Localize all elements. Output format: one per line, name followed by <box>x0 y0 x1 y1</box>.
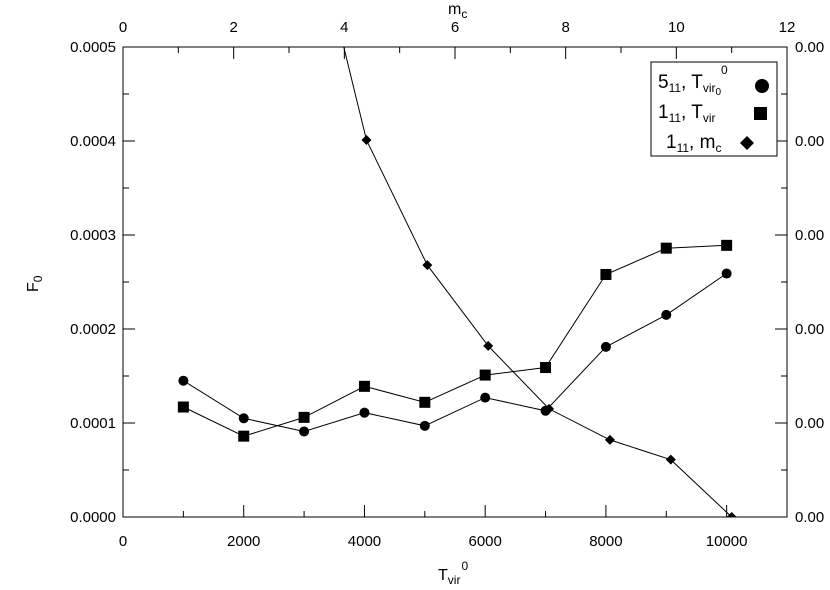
data-point-circle <box>238 413 249 424</box>
x-top-tick-label: 12 <box>779 19 796 36</box>
legend-label-0: 511, Tvir0 <box>658 72 722 98</box>
legend-0-main: 5 <box>658 72 669 93</box>
legend-1-mid: , T <box>681 102 703 123</box>
x-top-tick-label: 2 <box>229 19 237 36</box>
y-left-title-main: F <box>25 282 42 292</box>
data-point-diamond <box>726 512 737 517</box>
data-point-diamond <box>422 260 433 271</box>
y-left-tick-label: 0.0001 <box>70 415 116 432</box>
x-top-tick-label: 0 <box>119 19 127 36</box>
data-point-circle <box>299 426 310 437</box>
x-bottom-title-main: T <box>438 567 448 584</box>
legend-marker-square <box>754 107 767 120</box>
legend-1-sub2: vir <box>703 111 716 125</box>
data-point-diamond <box>483 340 494 351</box>
data-point-circle <box>178 375 189 386</box>
data-point-circle <box>721 268 732 279</box>
legend-2-sub2: c <box>715 141 721 155</box>
x-bottom-tick-label: 2000 <box>227 533 260 550</box>
x-tick-labels-top: 0 2 4 6 8 10 12 <box>119 19 796 36</box>
y-right-tick-label: 0.00 <box>795 133 824 150</box>
series-markers <box>177 135 737 517</box>
series-line-square <box>183 244 727 437</box>
y-right-tick-label: 0.00 <box>795 415 824 432</box>
x-tick-labels-bottom: 0 2000 4000 6000 8000 10000 <box>119 533 748 550</box>
data-point-diamond <box>604 434 615 445</box>
data-point-square <box>177 401 189 413</box>
x-top-tick-label: 8 <box>561 19 569 36</box>
legend: 511, Tvir0 0 111, Tvir 111, mc <box>650 61 778 157</box>
x-bottom-tick-label: 4000 <box>348 533 381 550</box>
data-point-square <box>600 268 612 280</box>
y-right-tick-label: 0.00 <box>795 227 824 244</box>
x-axis-bottom-title: Tvir0 <box>438 559 468 587</box>
x-bottom-tick-label: 10000 <box>706 533 748 550</box>
series-line-diamond <box>343 47 733 517</box>
legend-2-sub1: 11 <box>677 141 690 155</box>
data-point-square <box>419 396 431 408</box>
y-left-tick-label: 0.0005 <box>70 39 116 56</box>
legend-marker-circle <box>755 79 769 93</box>
series-line-circle <box>183 273 727 433</box>
x-top-tick-label: 4 <box>340 19 348 36</box>
x-top-title-sub: c <box>461 7 467 21</box>
data-point-circle <box>480 392 491 403</box>
x-top-title-main: m <box>448 1 461 18</box>
data-point-square <box>298 411 310 423</box>
data-point-square <box>721 239 733 251</box>
data-point-square <box>479 369 491 381</box>
y-axis-left-title: F0 <box>25 275 45 292</box>
y-tick-labels-left: 0.0000 0.0001 0.0002 0.0003 0.0004 0.0005 <box>70 39 116 526</box>
data-point-square <box>660 242 672 254</box>
y-left-tick-label: 0.0000 <box>70 509 116 526</box>
legend-label-2: 111, mc <box>666 132 721 155</box>
data-point-circle <box>419 420 430 431</box>
legend-marker-diamond <box>740 136 754 150</box>
y-right-tick-label: 0.00 <box>795 321 824 338</box>
legend-1-sub1: 11 <box>669 111 682 125</box>
x-top-tick-label: 10 <box>668 19 685 36</box>
legend-0-mid: , T <box>681 72 703 93</box>
x-bottom-tick-label: 6000 <box>468 533 501 550</box>
x-bottom-tick-label: 0 <box>119 533 127 550</box>
legend-0-sub2: vir <box>703 81 716 95</box>
data-point-circle <box>359 407 370 418</box>
data-point-diamond <box>665 454 676 465</box>
legend-0-sub1: 11 <box>669 81 682 95</box>
legend-0-subsub: 0 <box>716 87 722 98</box>
data-point-diamond <box>544 403 555 414</box>
y-left-title-sub: 0 <box>31 275 45 282</box>
legend-2-mid: , m <box>689 132 715 153</box>
data-point-circle <box>600 341 611 352</box>
legend-1-main: 1 <box>658 102 669 123</box>
data-point-diamond <box>361 135 372 146</box>
data-point-square <box>358 380 370 392</box>
axis-ticks <box>122 46 788 518</box>
x-bottom-tick-label: 8000 <box>589 533 622 550</box>
x-bottom-title-sup: 0 <box>461 559 468 573</box>
x-bottom-title-sub: vir <box>448 573 461 587</box>
legend-2-main: 1 <box>666 132 677 153</box>
data-point-circle <box>661 309 672 320</box>
data-point-square <box>238 430 250 442</box>
x-top-tick-label: 6 <box>451 19 459 36</box>
y-left-tick-label: 0.0003 <box>70 227 116 244</box>
y-right-tick-label: 0.00 <box>795 39 824 56</box>
data-point-square <box>540 362 552 374</box>
y-left-tick-label: 0.0002 <box>70 321 116 338</box>
y-right-tick-label: 0.00 <box>795 509 824 526</box>
legend-label-0-sup: 0 <box>721 63 728 77</box>
x-axis-top-title: mc <box>448 1 467 21</box>
y-tick-labels-right: 0.00 0.00 0.00 0.00 0.00 0.00 <box>795 39 824 526</box>
series-lines <box>183 47 733 517</box>
y-left-tick-label: 0.0004 <box>70 133 116 150</box>
legend-label-1: 111, Tvir <box>658 102 716 125</box>
